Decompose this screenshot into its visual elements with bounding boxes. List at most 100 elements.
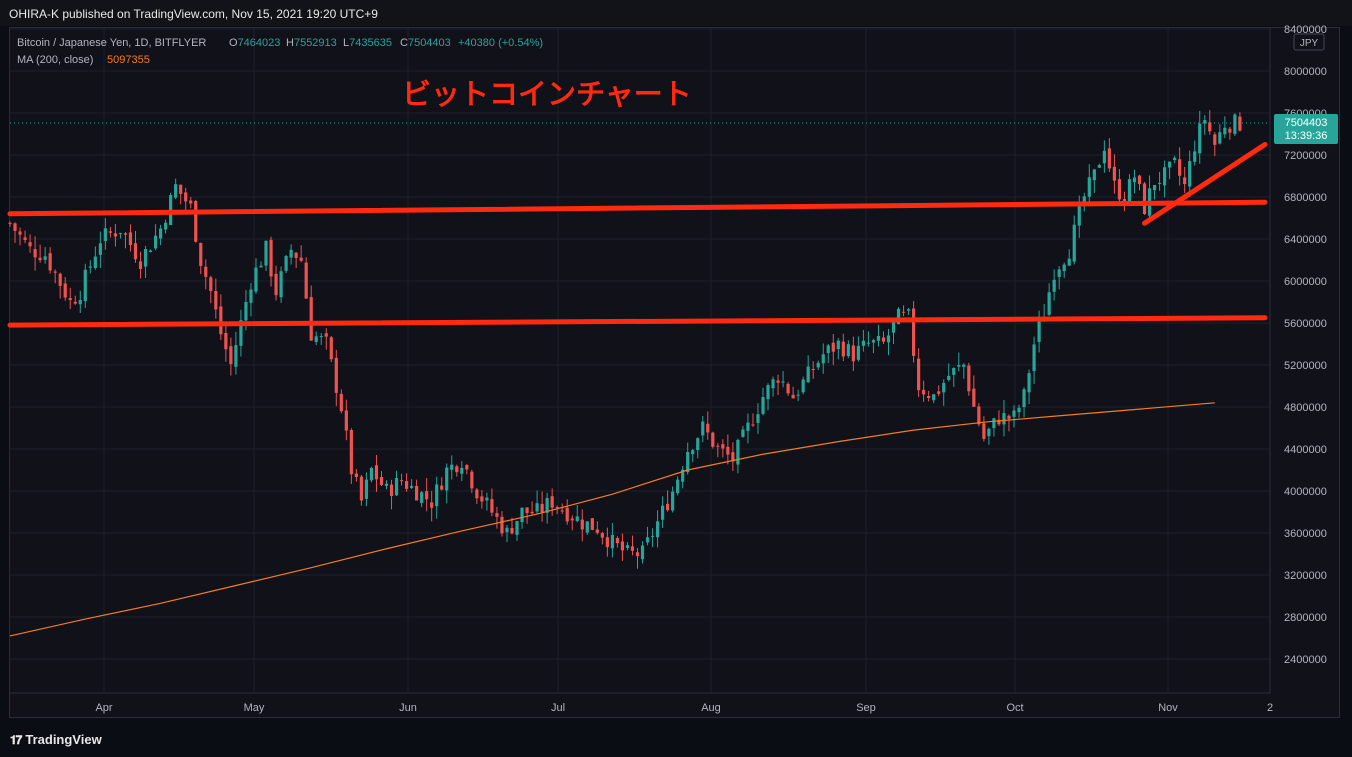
y-tick-label: 5600000 [1284,318,1327,330]
tradingview-logo[interactable]: 𝟏𝟕 TradingView [10,732,102,748]
candle-body [962,364,966,367]
legend-o-label: O [229,37,238,49]
candle-body [876,335,881,341]
candle-body [1092,169,1096,181]
candle-body [359,476,363,501]
candle-body [415,485,419,501]
candle-body [826,345,830,354]
candle-body [189,200,193,204]
candle-body [138,261,143,269]
candle-body [640,545,645,560]
candle-body [38,257,42,261]
candle-body [364,479,369,499]
candle-body [691,450,695,455]
candle-body [1183,177,1187,185]
y-tick-label: 8000000 [1284,66,1327,78]
candle-body [299,257,303,261]
x-tick-label: Nov [1158,702,1178,714]
candle-body [435,484,439,507]
candle-body [294,252,298,258]
candle-body [1047,292,1051,315]
candle-body [470,471,474,489]
y-tick-label: 6000000 [1284,276,1327,288]
candle-body [711,432,715,447]
candle-body [701,421,705,436]
candle-body [1107,148,1111,169]
x-tick-label: Jun [399,702,417,714]
candle-body [686,452,690,473]
candle-body [239,320,243,346]
candle-body [349,430,353,475]
candle-body [204,266,208,277]
candle-body [550,496,554,508]
currency-badge[interactable] [1293,33,1325,51]
candle-body [937,391,941,394]
y-tick-label: 4000000 [1284,486,1327,498]
candle-body [901,311,906,313]
candle-body [841,341,845,357]
candle-body [1022,389,1026,408]
candle-body [1097,165,1101,168]
candle-body [1052,279,1056,292]
candle-body [63,283,67,298]
candle-body [1087,177,1091,197]
candle-body [736,439,740,465]
candle-body [761,397,765,414]
candle-body [771,379,775,389]
candle-body [224,333,228,350]
candle-body [871,340,876,343]
candle-body [530,511,534,514]
candle-body [891,322,896,333]
candle-body [485,497,489,501]
candle-body [249,289,253,303]
candle-body [851,345,855,362]
candle-body [354,473,358,478]
candle-body [389,484,394,496]
y-tick-label: 7200000 [1284,150,1327,162]
candle-body [384,483,389,486]
candle-body [861,340,865,346]
time-axis: Apr May Jun Jul Aug Sep Oct Nov 2 [95,702,1273,714]
candle-body [339,393,343,412]
candle-body [555,506,559,508]
candle-body [671,491,675,511]
top-bar: OHIRA-K published on TradingView.com, No… [0,0,1352,26]
candle-body [570,518,574,521]
candle-body [13,223,17,231]
candle-body [279,271,283,298]
candle-body [455,466,459,473]
candle-body [1067,258,1071,266]
y-tick-label: 2800000 [1284,612,1327,624]
candle-body [133,243,138,260]
candle-body [113,233,118,237]
candle-body [450,464,454,470]
candle-body [1178,159,1182,176]
candle-body [1152,185,1157,191]
candle-body [766,385,770,400]
annotation-lines [7,142,1268,328]
legend-c-value: 7504403 [408,37,451,49]
candle-body [73,301,77,304]
candle-body [194,200,198,242]
legend-ma-value: 5097355 [107,54,150,66]
x-tick-label: Oct [1006,702,1023,714]
candle-body [620,541,625,551]
candle-body [751,424,755,426]
candle-body [726,446,730,455]
candle-body [1057,269,1061,277]
annotation-line [7,199,1268,217]
candle-body [1137,175,1142,185]
currency-label: JPY [1300,38,1319,49]
candle-body [836,340,840,350]
candle-body [1102,150,1106,164]
legend-c-label: C [400,37,408,49]
candle-body [1117,179,1122,200]
candle-body [334,357,338,393]
candle-body [590,518,594,530]
candle-body [344,410,348,431]
candle-body [234,345,238,367]
candle-body [535,503,539,512]
candle-body [630,546,635,551]
candles-group [8,110,1242,569]
